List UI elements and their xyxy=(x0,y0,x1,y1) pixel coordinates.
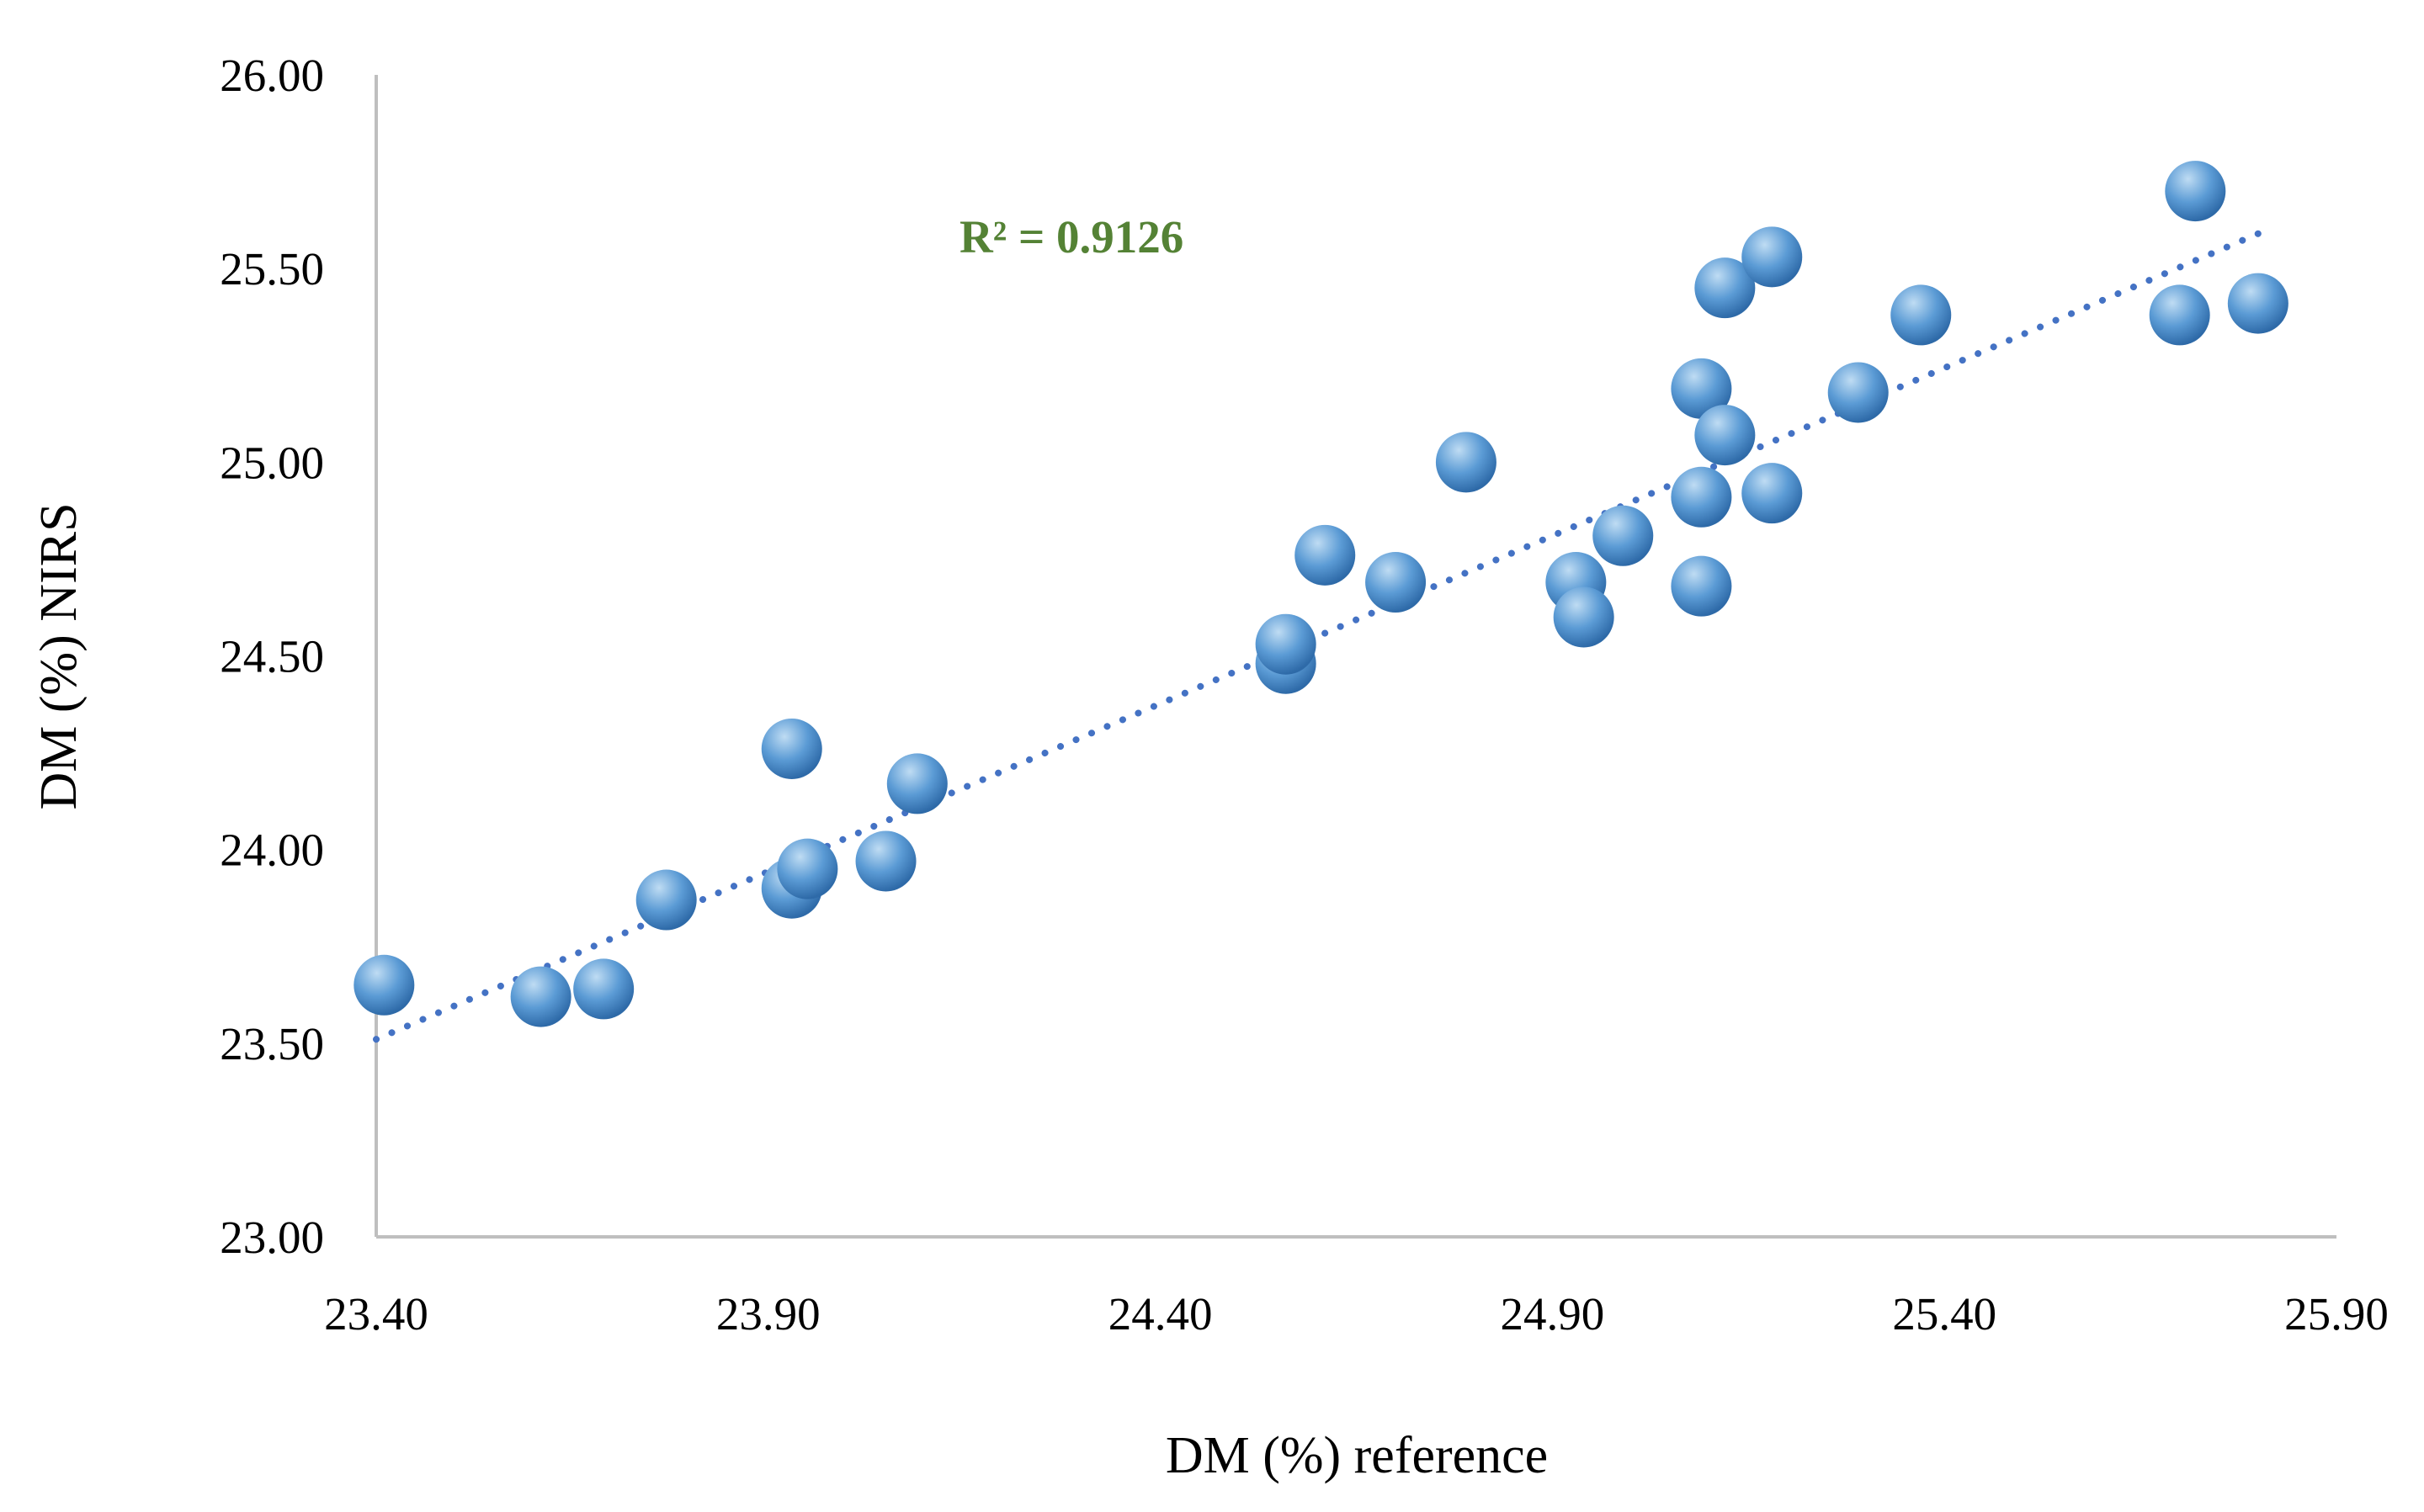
data-point xyxy=(1671,555,1732,617)
data-point xyxy=(1671,466,1732,528)
x-axis-title: DM (%) reference xyxy=(1166,1427,1548,1484)
x-tick-labels: 23.40 23.90 24.40 24.90 25.40 25.90 xyxy=(324,1288,2389,1340)
data-point xyxy=(1435,432,1496,493)
data-point xyxy=(855,830,917,892)
axes xyxy=(375,75,2336,1239)
y-tick-label: 24.00 xyxy=(220,825,324,876)
data-point xyxy=(886,753,948,814)
data-point xyxy=(510,966,571,1027)
data-point xyxy=(1694,405,1756,466)
data-point xyxy=(1671,358,1732,419)
y-axis-title: DM (%) NIRS xyxy=(30,502,88,809)
x-tick-label: 25.40 xyxy=(1892,1288,1996,1340)
data-point xyxy=(1827,362,1889,423)
data-point xyxy=(635,869,697,931)
y-tick-label: 23.50 xyxy=(220,1018,324,1069)
x-tick-label: 24.40 xyxy=(1108,1288,1213,1340)
data-point xyxy=(1890,284,1952,346)
data-point xyxy=(1255,613,1316,675)
data-point xyxy=(1294,524,1356,586)
data-point xyxy=(2227,273,2288,334)
data-point xyxy=(1741,226,1803,288)
x-tick-label: 24.90 xyxy=(1501,1288,1605,1340)
y-tick-label: 25.50 xyxy=(220,243,324,294)
data-point xyxy=(1741,463,1803,524)
data-point xyxy=(354,954,415,1016)
y-tick-label: 26.00 xyxy=(220,50,324,101)
y-tick-label: 25.00 xyxy=(220,437,324,488)
data-point xyxy=(2165,161,2226,222)
data-point xyxy=(777,838,838,899)
y-tick-labels: 23.00 23.50 24.00 24.50 25.00 25.50 26.00 xyxy=(220,50,324,1263)
y-tick-label: 24.50 xyxy=(220,631,324,682)
data-point xyxy=(761,718,822,779)
y-tick-label: 23.00 xyxy=(220,1212,324,1263)
data-point xyxy=(1592,505,1654,566)
r-squared-label: R² = 0.9126 xyxy=(960,211,1183,263)
data-point xyxy=(573,958,635,1020)
data-point xyxy=(1694,257,1756,319)
data-point xyxy=(1365,552,1427,613)
x-tick-label: 23.40 xyxy=(324,1288,428,1340)
data-point xyxy=(1553,586,1614,648)
x-tick-label: 25.90 xyxy=(2284,1288,2389,1340)
data-points xyxy=(354,161,2288,1027)
data-point xyxy=(2149,284,2210,346)
x-tick-label: 23.90 xyxy=(716,1288,821,1340)
